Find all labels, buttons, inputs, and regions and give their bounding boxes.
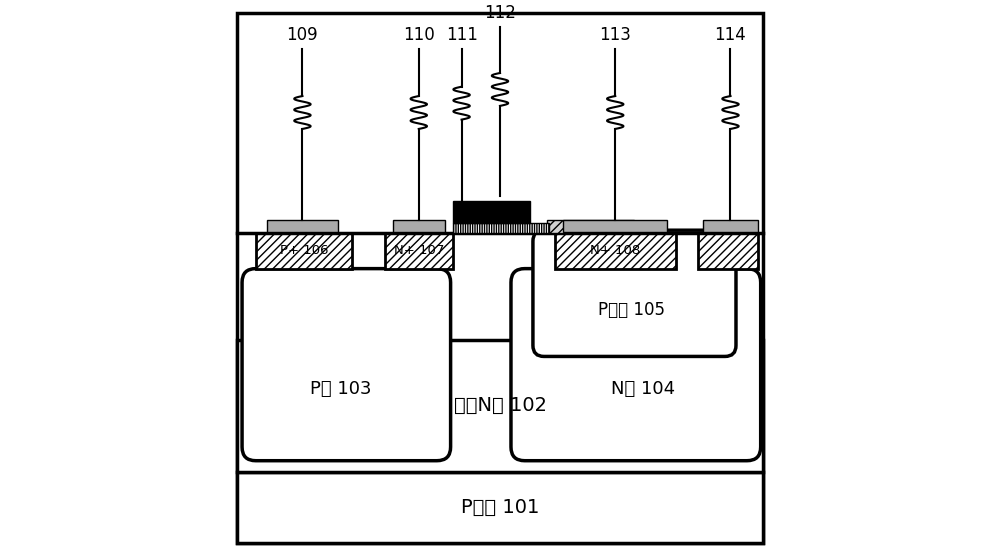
Bar <box>547 220 634 233</box>
FancyBboxPatch shape <box>511 269 761 461</box>
FancyBboxPatch shape <box>242 269 451 461</box>
Text: N+ 107: N+ 107 <box>394 244 445 257</box>
Bar <box>453 223 549 233</box>
Text: P+ 106: P+ 106 <box>280 244 328 257</box>
Text: 110: 110 <box>403 25 435 44</box>
Bar <box>563 220 667 232</box>
Text: N阱 104: N阱 104 <box>611 381 675 398</box>
Text: 109: 109 <box>287 25 318 44</box>
Bar <box>385 233 453 269</box>
Text: N+ 108: N+ 108 <box>590 244 640 257</box>
Bar <box>256 233 352 269</box>
Text: 113: 113 <box>599 25 631 44</box>
Text: P衬底 101: P衬底 101 <box>461 498 539 517</box>
Bar <box>698 233 758 269</box>
Bar <box>393 220 445 232</box>
Bar <box>237 471 763 543</box>
Text: 高压N阱 102: 高压N阱 102 <box>454 396 546 416</box>
Bar <box>703 220 758 232</box>
Text: 112: 112 <box>484 4 516 22</box>
FancyBboxPatch shape <box>533 230 736 356</box>
Text: 114: 114 <box>715 25 746 44</box>
Bar <box>555 233 676 269</box>
Bar <box>453 201 530 223</box>
Bar <box>237 340 763 471</box>
Text: P阱 103: P阱 103 <box>310 381 372 398</box>
Bar <box>267 220 338 232</box>
Text: 111: 111 <box>446 25 478 44</box>
Text: P掺杂 105: P掺杂 105 <box>598 301 665 319</box>
